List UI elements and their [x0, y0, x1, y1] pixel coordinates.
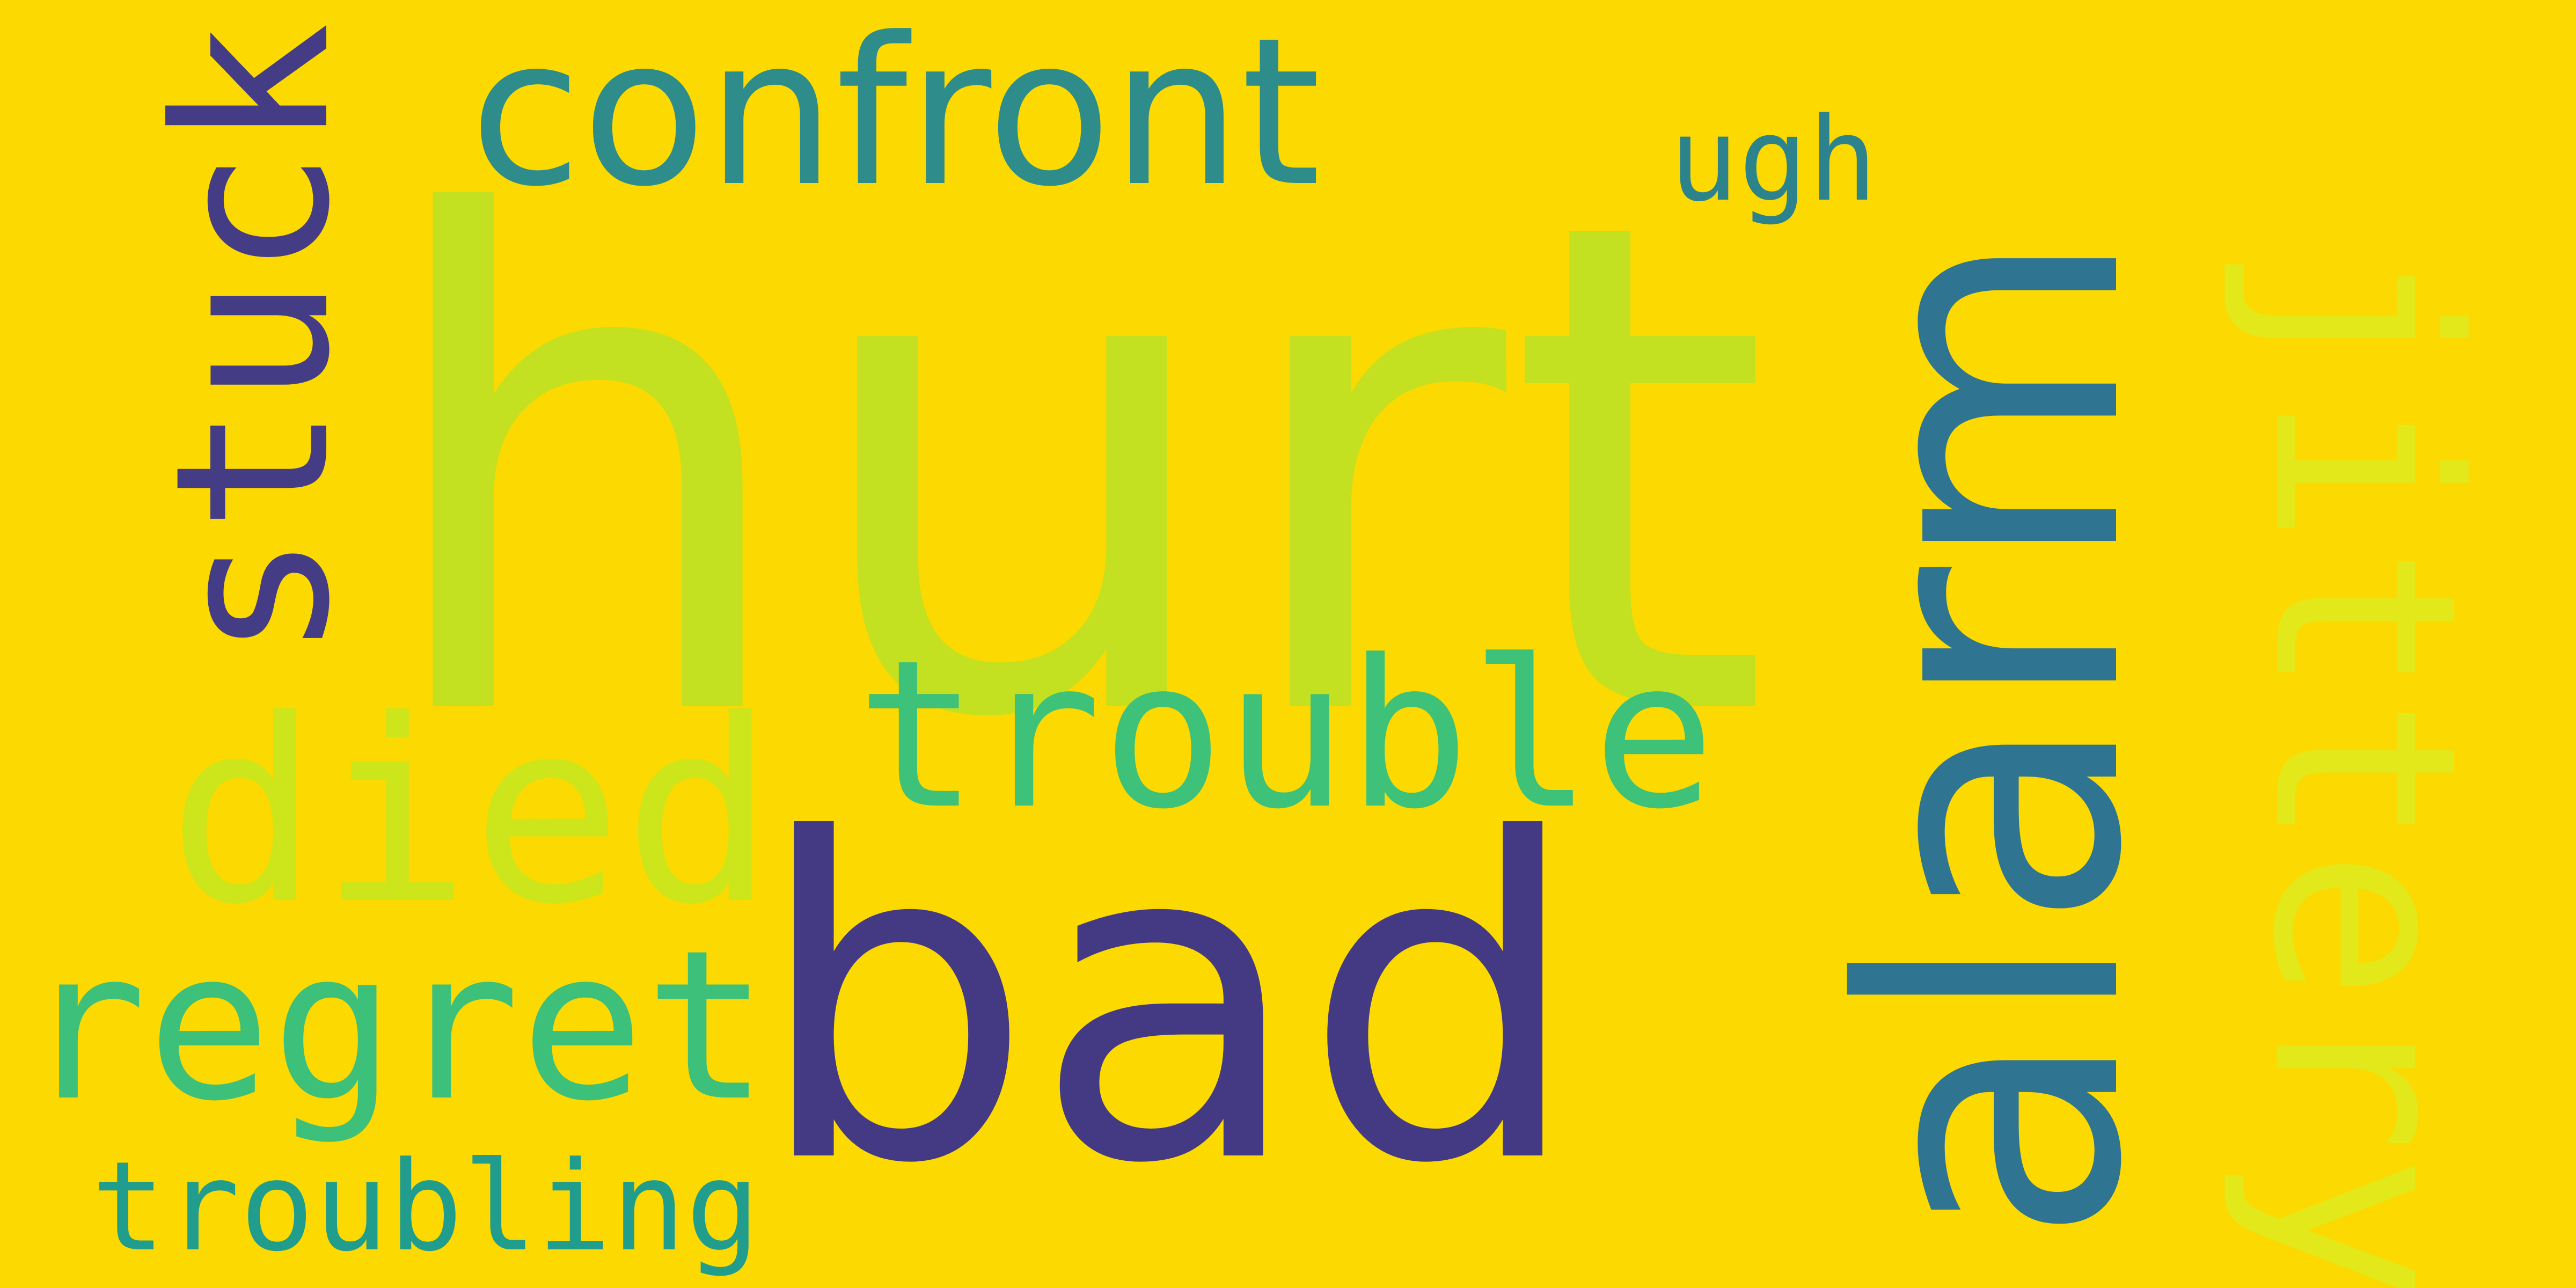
- word-confront: confront: [470, 0, 1321, 231]
- word-trouble: trouble: [856, 616, 1716, 854]
- word-died: died: [167, 666, 775, 960]
- word-stuck: stuck: [130, 21, 377, 660]
- word-jittery: jittery: [2218, 241, 2511, 1288]
- word-hurt: hurt: [371, 78, 1772, 866]
- word-alarm: alarm: [1787, 228, 2200, 1245]
- word-troubling: troubling: [91, 1136, 760, 1279]
- word-ugh: ugh: [1669, 92, 1878, 227]
- word-bad: bad: [754, 748, 1583, 1260]
- word-regret: regret: [23, 906, 769, 1146]
